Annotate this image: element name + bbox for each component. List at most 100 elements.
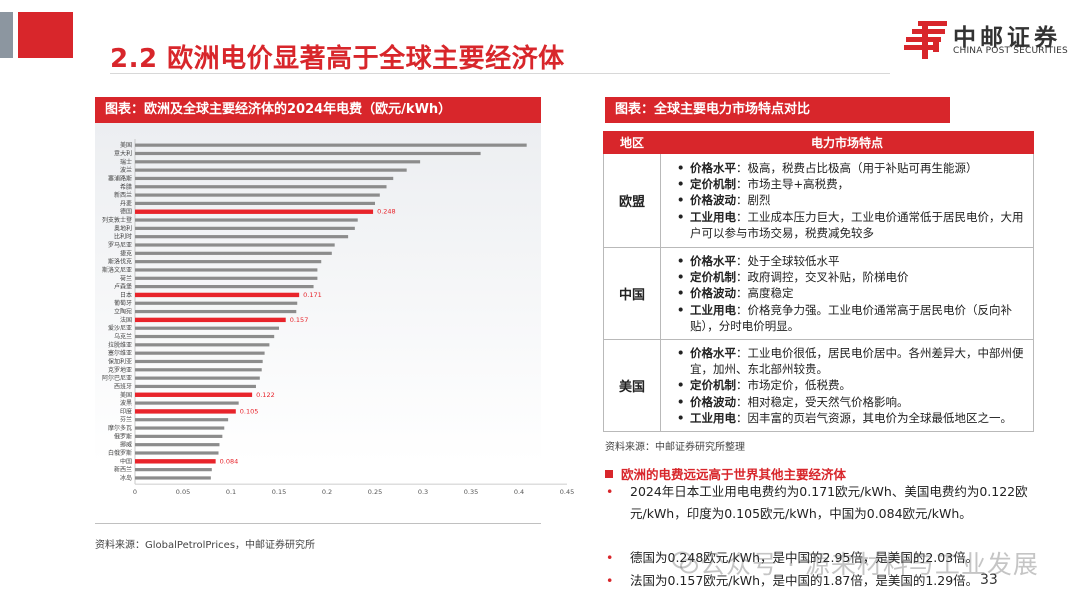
feature-text: ：高度稳定 [736, 286, 794, 301]
feature-text: ：工业电价很低，居民电价居中。各州差异大，中部州便宜，加州、东北部州较贵。 [690, 346, 1024, 377]
table-source: 资料来源：中邮证券研究所整理 [605, 442, 745, 453]
list-item: 价格水平：处于全球较低水平 [677, 253, 1028, 269]
bar [135, 251, 332, 255]
bar [135, 376, 260, 380]
category-label: 芬兰 [120, 416, 132, 424]
bar [135, 218, 358, 222]
feature-text: ：市场定价，低税费。 [736, 378, 851, 393]
bar [135, 185, 387, 189]
bar [135, 359, 263, 364]
page-title: 2.2 欧洲电价显著高于全球主要经济体 [110, 44, 565, 74]
category-label: 瑞士 [120, 158, 132, 166]
bullet-dot-icon: • [606, 550, 614, 565]
category-label: 德国 [120, 208, 132, 216]
data-label: 0.248 [377, 208, 396, 216]
bar [135, 168, 407, 172]
bar [135, 468, 212, 472]
category-label: 斯洛文尼亚 [102, 266, 132, 274]
bar [135, 409, 236, 414]
feature-key: 价格波动 [690, 193, 736, 208]
category-label: 波兰 [120, 166, 132, 174]
feature-key: 工业用电 [690, 302, 736, 317]
bar [135, 209, 374, 214]
bar [135, 451, 219, 455]
square-bullet-icon [605, 470, 613, 478]
x-tick-label: 0.1 [226, 488, 236, 496]
list-item: 价格水平：极高，税费占比极高（用于补贴可再生能源） [677, 160, 1028, 176]
x-tick-label: 0.4 [514, 488, 524, 496]
category-label: 斯洛伐克 [108, 258, 132, 266]
list-item: 定价机制：市场定价，低税费。 [677, 377, 1028, 393]
table-panel-header: 图表：全球主要电力市场特点对比 [605, 97, 950, 123]
x-tick-label: 0 [133, 488, 137, 496]
category-label: 美国 [120, 141, 132, 149]
list-item: 工业用电：因丰富的页岩气资源，其电价为全球最低地区之一。 [677, 410, 1028, 426]
table-row-china: 中国 价格水平：处于全球较低水平 定价机制：政府调控，交叉补贴，阶梯电价 价格波… [603, 246, 1034, 341]
data-label: 0.105 [240, 407, 259, 415]
bar [135, 260, 322, 264]
data-label: 0.171 [303, 291, 322, 299]
data-label: 0.157 [290, 316, 309, 324]
category-label: 比利时 [114, 233, 132, 241]
category-label: 法国 [120, 316, 132, 324]
category-label: 西班牙 [114, 382, 132, 390]
bar [135, 151, 481, 156]
bar [135, 401, 239, 405]
bar [135, 418, 229, 422]
x-tick-label: 0.35 [464, 488, 478, 496]
list-item: 价格波动：相对稳定，受天然气价格影响。 [677, 394, 1028, 410]
list-item: 价格波动：剧烈 [677, 192, 1028, 208]
feature-key: 价格水平 [690, 346, 736, 361]
category-label: 波黑 [120, 399, 132, 407]
title-divider [110, 73, 890, 74]
category-label: 新西兰 [114, 191, 132, 199]
chart-panel-header: 图表：欧洲及全球主要经济体的2024年电费（欧元/kWh） [95, 97, 541, 123]
feature-key: 价格波动 [690, 286, 736, 301]
feature-cell-eu: 价格水平：极高，税费占比极高（用于补贴可再生能源） 定价机制：市场主导+高税费，… [660, 153, 1034, 248]
feature-key: 工业用电 [690, 209, 736, 224]
list-item: 定价机制：市场主导+高税费， [677, 176, 1028, 192]
table-header-row: 地区 电力市场特点 [603, 131, 1034, 154]
category-label: 保加利亚 [108, 357, 132, 365]
list-item: 价格波动：高度稳定 [677, 285, 1028, 301]
table-row-usa: 美国 价格水平：工业电价很低，居民电价居中。各州差异大，中部州便宜，加州、东北部… [603, 339, 1034, 433]
bar [135, 276, 318, 280]
market-comparison-table: 地区 电力市场特点 欧盟 价格水平：极高，税费占比极高（用于补贴可再生能源） 定… [603, 131, 1034, 433]
category-label: 印度 [120, 407, 132, 415]
category-label: 挪威 [120, 441, 132, 449]
category-label: 乌克兰 [114, 333, 132, 341]
bar [135, 235, 349, 239]
logo-name-en: CHINA POST SECURITIES [953, 46, 1068, 56]
bar [135, 476, 211, 480]
bullet-dot-icon: • [606, 484, 614, 499]
list-item: 工业用电：工业成本压力巨大，工业电价通常低于居民电价，大用户可以参与市场交易，税… [677, 209, 1028, 241]
category-label: 美国 [120, 391, 132, 399]
bar [135, 334, 275, 339]
feature-text: ：价格竞争力强。工业电价通常高于居民电价（反向补贴），分时电价明显。 [690, 302, 1012, 333]
chart-background [95, 123, 541, 523]
bar [135, 292, 300, 298]
category-label: 塞尔维亚 [108, 349, 132, 357]
bar [135, 226, 355, 230]
bar [135, 176, 394, 181]
category-label: 阿尔巴尼亚 [102, 374, 132, 382]
category-label: 罗马尼亚 [108, 241, 132, 249]
corner-accent-red [18, 12, 73, 58]
corner-accent-grey [0, 12, 13, 58]
summary-bullet-3: 法国为0.157欧元/kWh，是中国的1.87倍，是美国的1.29倍。 [630, 573, 979, 588]
feature-text: ：因丰富的页岩气资源，其电价为全球最低地区之一。 [736, 410, 1012, 425]
category-label: 荷兰 [120, 274, 132, 282]
category-label: 丹麦 [120, 199, 132, 207]
bar [135, 317, 286, 323]
bar [135, 326, 279, 330]
bar [135, 351, 265, 355]
feature-key: 价格水平 [690, 254, 736, 268]
x-tick-label: 0.25 [368, 488, 382, 496]
feature-key: 价格水平 [690, 160, 736, 175]
feature-text: ：工业成本压力巨大，工业电价通常低于居民电价，大用户可以参与市场交易，税费减免较… [690, 209, 1024, 240]
china-post-logo-icon [904, 21, 947, 59]
feature-key: 定价机制 [690, 177, 736, 192]
table-row-eu: 欧盟 价格水平：极高，税费占比极高（用于补贴可再生能源） 定价机制：市场主导+高… [603, 153, 1034, 248]
category-label: 克罗地亚 [108, 366, 132, 374]
bar [135, 301, 298, 305]
